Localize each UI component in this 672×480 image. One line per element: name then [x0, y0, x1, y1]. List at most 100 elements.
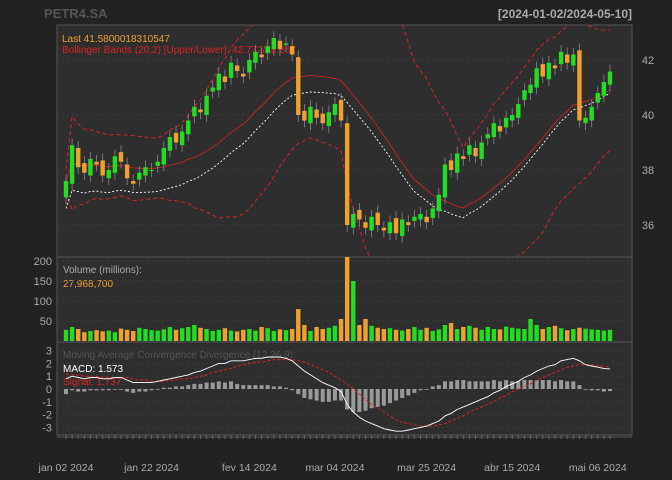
- volume-bar: [241, 329, 246, 341]
- x-tick-label: jan 22 2024: [123, 462, 179, 474]
- volume-bar: [167, 327, 173, 341]
- macd-histogram-bar: [70, 389, 75, 391]
- macd-line: [65, 356, 611, 432]
- candle-body: [228, 62, 234, 78]
- volume-bar: [516, 328, 521, 341]
- macd-histogram-bar: [583, 389, 588, 390]
- candle-body: [357, 209, 362, 220]
- candle-body: [424, 216, 429, 223]
- macd-histogram-bar: [467, 381, 472, 389]
- candle-body: [393, 218, 399, 234]
- macd-value-label: MACD: 1.573: [63, 364, 123, 375]
- volume-bar: [69, 327, 75, 341]
- volume-bar: [534, 325, 539, 341]
- volume-bar: [558, 328, 564, 341]
- candle-body: [216, 73, 222, 91]
- macd-histogram-bar: [577, 385, 582, 389]
- macd-tick-label: -3: [42, 422, 52, 434]
- candle-body: [326, 112, 332, 126]
- macd-tick-label: -1: [42, 397, 52, 409]
- macd-histogram-bar: [204, 382, 209, 389]
- macd-histogram-bar: [510, 381, 515, 389]
- volume-tick-label: 200: [34, 256, 52, 268]
- macd-histogram-bar: [308, 389, 313, 400]
- macd-histogram-bar: [106, 389, 111, 391]
- candle-body: [131, 181, 136, 184]
- volume-bar: [430, 331, 435, 341]
- x-tick-label: fev 14 2024: [222, 462, 277, 474]
- macd-histogram-bar: [210, 382, 215, 389]
- price-panel: Last 41.5800018310547 Bollinger Bands (2…: [56, 24, 654, 258]
- volume-bar: [161, 329, 166, 341]
- volume-bars: [63, 257, 613, 341]
- macd-histogram-bar: [326, 389, 331, 402]
- candle-body: [277, 40, 283, 49]
- macd-histogram-bar: [497, 381, 502, 389]
- volume-bar: [565, 330, 570, 341]
- volume-bar: [302, 325, 307, 341]
- volume-bar: [234, 331, 240, 341]
- volume-bar: [149, 330, 154, 341]
- candle-body: [302, 110, 307, 121]
- candle-body: [583, 117, 588, 124]
- volume-bar: [442, 325, 448, 341]
- macd-histogram-bar: [540, 380, 545, 389]
- macd-histogram-bar: [192, 383, 197, 389]
- macd-histogram-bar: [100, 389, 105, 391]
- macd-histogram-bar: [479, 381, 484, 389]
- volume-bar: [259, 327, 264, 341]
- candle-body: [369, 216, 374, 231]
- macd-histogram-bar: [314, 389, 319, 401]
- candle-body: [510, 115, 515, 121]
- volume-tick-label: 150: [34, 276, 52, 288]
- macd-histogram-bar: [387, 389, 392, 404]
- volume-bar: [222, 328, 228, 341]
- volume-bar: [344, 257, 350, 341]
- volume-bar: [118, 328, 124, 341]
- candle-body: [448, 160, 454, 170]
- macd-histogram-bar: [485, 381, 490, 389]
- volume-bar: [454, 329, 460, 341]
- candle-body: [387, 222, 393, 234]
- volume-bar: [76, 329, 81, 341]
- volume-bar: [265, 328, 270, 341]
- candle-body: [314, 109, 319, 118]
- candle-body: [338, 99, 344, 121]
- volume-bar: [497, 329, 503, 341]
- volume-bar: [289, 329, 295, 341]
- candle-body: [479, 142, 484, 159]
- macd-histogram-bar: [608, 389, 612, 392]
- macd-histogram-bar: [461, 380, 466, 389]
- candle-body: [399, 219, 405, 236]
- candle-body: [406, 222, 411, 225]
- price-tick-label: 40: [642, 110, 654, 122]
- volume-bar: [467, 325, 472, 341]
- candle-body: [534, 68, 539, 88]
- candle-body: [503, 117, 509, 128]
- macd-histogram-bar: [375, 389, 380, 407]
- macd-histogram-bar: [357, 389, 362, 413]
- candle-body: [528, 84, 533, 93]
- candle-body: [332, 104, 338, 115]
- macd-histogram-bar: [406, 389, 411, 396]
- candle-body: [607, 71, 613, 85]
- candle-body: [143, 167, 148, 176]
- candle-body: [204, 95, 209, 115]
- macd-histogram-bar: [369, 389, 374, 409]
- candle-body: [595, 93, 600, 103]
- volume-bar: [607, 329, 613, 341]
- macd-histogram-bar: [504, 380, 509, 389]
- macd-histogram-bar: [430, 386, 435, 389]
- price-panel-bg: [56, 24, 633, 258]
- macd-histogram-bar: [253, 385, 258, 389]
- bbands-label: Bollinger Bands (20,2) [Upper/Lower]: 42…: [62, 45, 296, 56]
- candle-body: [601, 82, 607, 96]
- macd-histogram-bar: [595, 389, 600, 391]
- macd-histogram-bar: [516, 381, 521, 389]
- candle-body: [571, 54, 576, 66]
- candle-body: [179, 131, 185, 146]
- macd-histogram-bar: [522, 380, 527, 389]
- volume-bar: [210, 331, 215, 341]
- volume-bar: [192, 325, 197, 341]
- signal-value-label: Signal: 1.737: [63, 377, 122, 388]
